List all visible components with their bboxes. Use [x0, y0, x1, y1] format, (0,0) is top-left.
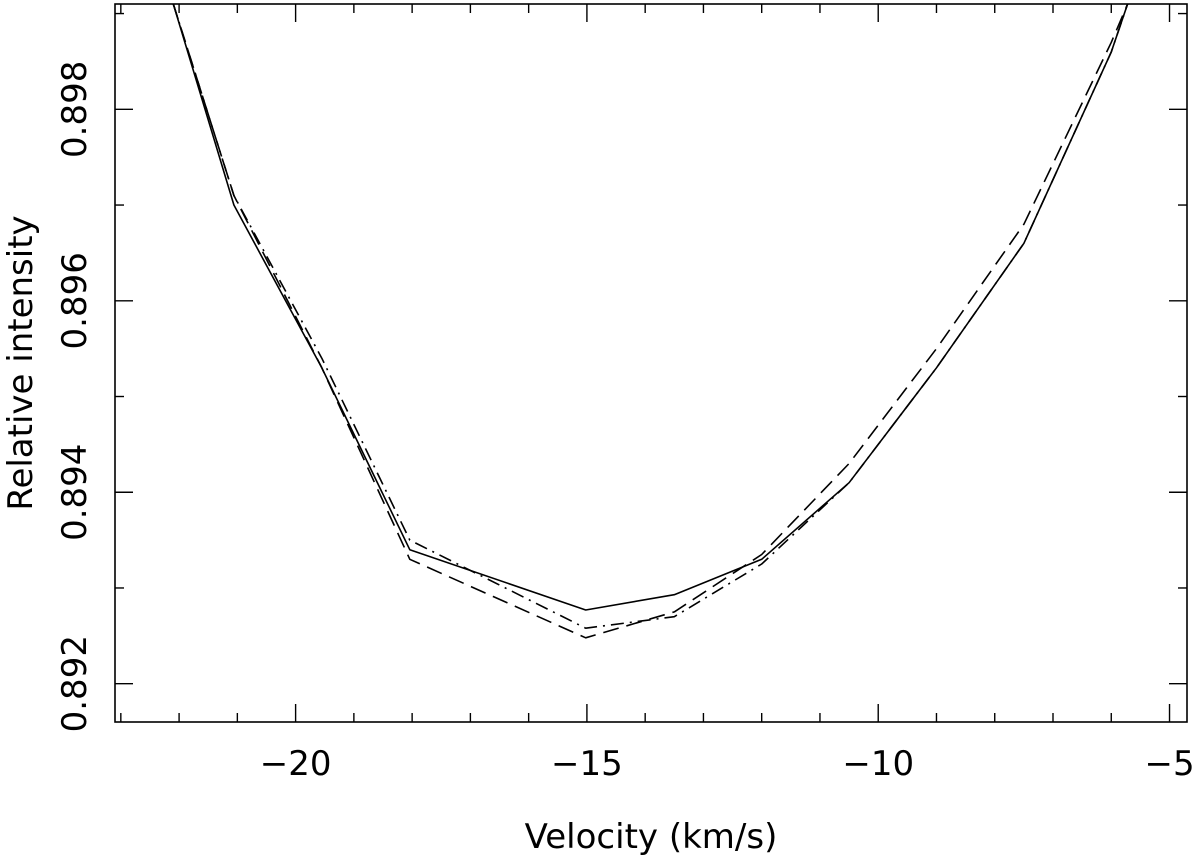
x-tick-label: −15	[551, 744, 623, 784]
series-line-dash-dot	[172, 4, 1129, 630]
tick-labels: −20 −15 −10 −5 0.892 0.894 0.896 0.898	[55, 61, 1195, 784]
y-tick-label: 0.898	[55, 61, 95, 158]
y-tick-label: 0.896	[55, 252, 95, 349]
x-axis-title: Velocity (km/s)	[525, 817, 778, 857]
series-line-dashed	[172, 4, 1129, 639]
x-tick-label: −5	[1144, 744, 1194, 784]
series-line-solid	[172, 4, 1129, 611]
x-tick-label: −20	[260, 744, 332, 784]
y-axis-title: Relative intensity	[1, 215, 41, 510]
series-lines	[172, 4, 1129, 639]
y-tick-label: 0.892	[55, 635, 95, 732]
axis-ticks	[115, 4, 1187, 722]
plot-frame	[114, 3, 1188, 723]
y-tick-label: 0.894	[55, 444, 95, 541]
x-tick-label: −10	[842, 744, 914, 784]
